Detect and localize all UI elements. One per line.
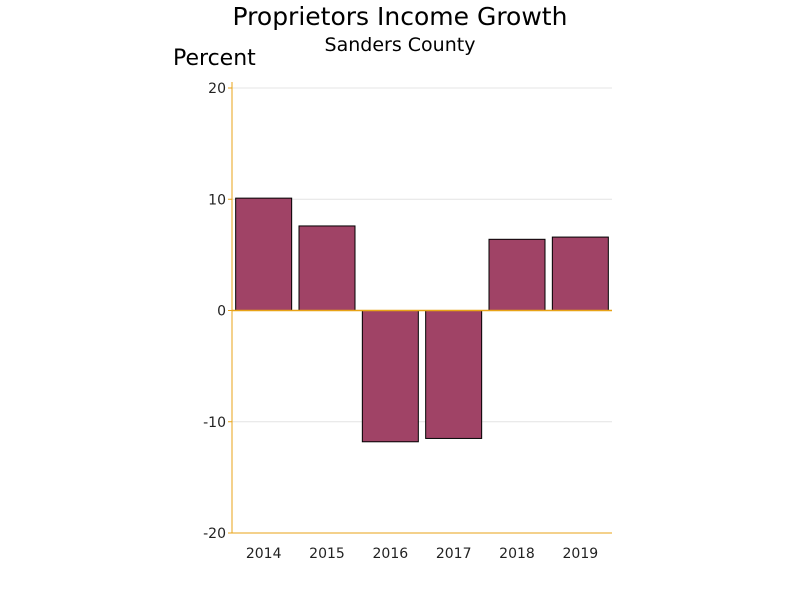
x-tick-label: 2015 — [309, 546, 345, 562]
x-tick-label: 2014 — [246, 546, 282, 562]
bar-2018 — [488, 238, 546, 311]
x-tick-label: 2019 — [563, 546, 599, 562]
y-tick-label: 0 — [217, 304, 226, 320]
bar-2017 — [425, 310, 483, 439]
y-axis-label: Percent — [173, 46, 256, 71]
chart-subtitle: Sanders County — [324, 34, 476, 56]
x-tick-label: 2016 — [373, 546, 409, 562]
bar-2015 — [298, 225, 356, 311]
y-tick-label: -20 — [203, 526, 226, 542]
y-tick-label: 20 — [208, 81, 226, 97]
bar-2019 — [551, 236, 609, 311]
bar-2014 — [235, 197, 293, 311]
y-tick-label: 10 — [208, 192, 226, 208]
bar-2016 — [361, 310, 419, 443]
y-tick-label: -10 — [203, 415, 226, 431]
x-tick-label: 2018 — [499, 546, 535, 562]
x-tick-label: 2017 — [436, 546, 472, 562]
chart-title: Proprietors Income Growth — [232, 2, 568, 31]
